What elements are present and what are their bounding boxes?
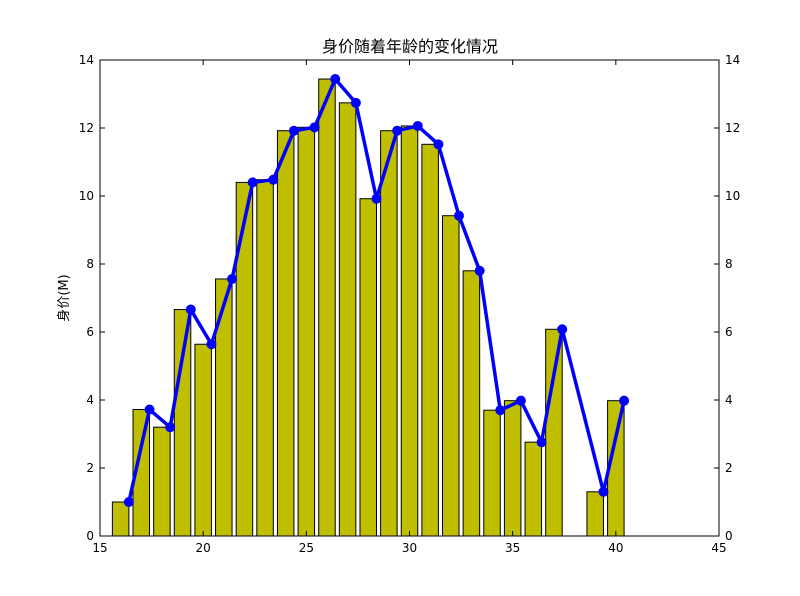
y-tick-label-right-10: 10 xyxy=(725,189,740,203)
line-point-30 xyxy=(412,120,423,131)
bar-19 xyxy=(173,309,192,537)
chart-title: 身价随着年龄的变化情况 xyxy=(322,37,498,56)
line-point-20 xyxy=(206,339,217,350)
bar-20 xyxy=(194,343,212,537)
x-tick-label-35: 35 xyxy=(505,541,520,555)
bar-37 xyxy=(545,328,563,537)
bar-23 xyxy=(256,179,274,537)
y-axis-label: 身价(M) xyxy=(56,274,72,321)
line-point-27 xyxy=(350,97,361,108)
bar-34 xyxy=(483,409,501,537)
bar-22 xyxy=(235,181,254,537)
line-point-23 xyxy=(268,174,279,185)
line-point-32 xyxy=(454,210,465,221)
line-point-37 xyxy=(557,324,568,335)
y-tick-label-right-8: 8 xyxy=(725,257,733,271)
line-point-29 xyxy=(392,125,403,136)
y-tick-label-right-14: 14 xyxy=(725,53,740,67)
line-point-36 xyxy=(536,437,547,448)
bar-26 xyxy=(318,78,336,537)
bar-36 xyxy=(524,441,543,537)
y-tick-label-right-2: 2 xyxy=(725,461,733,475)
bar-30 xyxy=(400,125,419,537)
x-tick-label-25: 25 xyxy=(299,541,314,555)
x-tick-label-20: 20 xyxy=(196,541,211,555)
line-point-24 xyxy=(288,125,299,136)
y-tick-label-left-4: 4 xyxy=(86,393,94,407)
bar-21 xyxy=(215,278,233,537)
line-point-21 xyxy=(227,273,238,284)
x-tick-label-45: 45 xyxy=(711,541,726,555)
line-point-18 xyxy=(165,422,176,433)
bar-29 xyxy=(380,130,398,537)
line-series xyxy=(127,77,626,503)
y-tick-label-left-2: 2 xyxy=(86,461,94,475)
line-point-34 xyxy=(495,405,506,416)
line-point-33 xyxy=(474,265,485,276)
y-tick-label-right-6: 6 xyxy=(725,325,733,339)
line-point-22 xyxy=(247,177,258,188)
y-tick-label-right-0: 0 xyxy=(725,529,733,543)
x-tick-label-30: 30 xyxy=(402,541,417,555)
bars-group xyxy=(111,78,625,537)
bar-32 xyxy=(442,215,460,537)
bar-39 xyxy=(586,491,604,537)
x-tick-label-15: 15 xyxy=(92,541,107,555)
line-point-40 xyxy=(619,395,630,406)
line-point-28 xyxy=(371,193,382,204)
y-tick-label-left-14: 14 xyxy=(79,53,94,67)
bar-25 xyxy=(297,126,316,537)
bar-31 xyxy=(421,143,439,537)
line-point-25 xyxy=(309,122,320,133)
line-point-35 xyxy=(515,395,526,406)
bar-24 xyxy=(276,130,295,537)
bar-35 xyxy=(503,400,522,537)
y-tick-label-right-12: 12 xyxy=(725,121,740,135)
y-tick-label-left-6: 6 xyxy=(86,325,94,339)
y-tick-label-left-0: 0 xyxy=(86,529,94,543)
bar-27 xyxy=(338,102,357,537)
bar-16 xyxy=(111,501,130,537)
line-group xyxy=(123,74,630,507)
line-point-26 xyxy=(330,74,341,85)
bar-33 xyxy=(462,270,481,537)
line-point-16 xyxy=(123,497,134,507)
line-point-19 xyxy=(185,304,196,315)
line-point-17 xyxy=(144,404,155,415)
y-tick-label-right-4: 4 xyxy=(725,393,733,407)
y-tick-label-left-12: 12 xyxy=(79,121,94,135)
y-tick-label-left-10: 10 xyxy=(79,189,94,203)
bar-18 xyxy=(153,426,171,537)
line-point-39 xyxy=(598,486,609,497)
bar-28 xyxy=(359,198,377,537)
line-point-31 xyxy=(433,139,444,150)
y-tick-label-left-8: 8 xyxy=(86,257,94,271)
x-tick-label-40: 40 xyxy=(608,541,623,555)
